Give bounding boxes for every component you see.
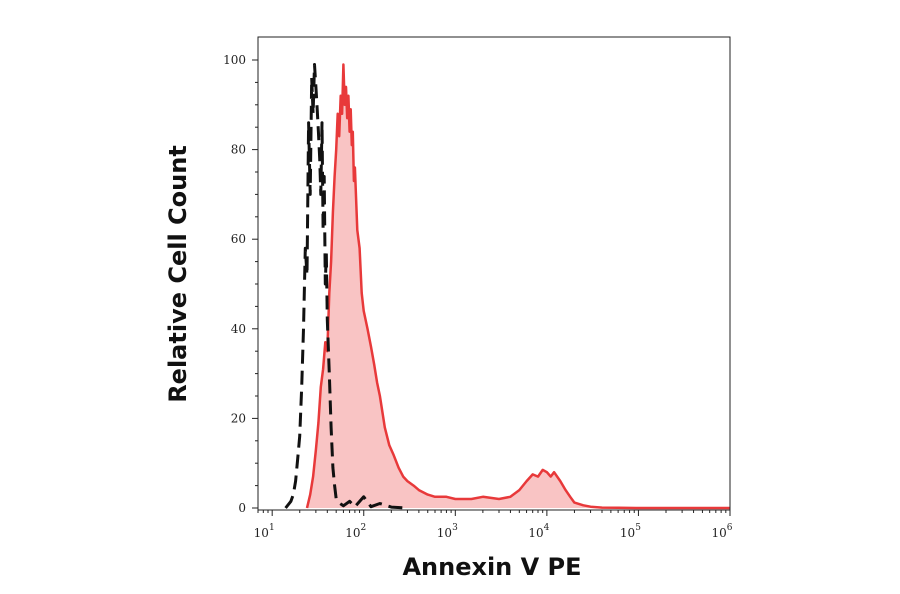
annexin-stained-fill (307, 64, 730, 508)
x-tick-label: 101 (254, 523, 275, 540)
x-tick-exponent: 3 (452, 523, 458, 533)
x-tick-exponent: 6 (727, 523, 733, 533)
x-tick-base: 10 (345, 526, 360, 540)
y-tick-label: 0 (238, 501, 246, 515)
x-axis-ticks: 101 102 103 104 105 106 (254, 510, 733, 540)
x-tick-exponent: 4 (544, 523, 550, 533)
plot-frame (257, 36, 731, 511)
y-tick-label: 20 (231, 411, 246, 425)
x-tick-label: 106 (711, 523, 732, 540)
x-tick-base: 10 (711, 526, 726, 540)
unstained-control-line (284, 63, 408, 510)
y-tick-label: 80 (231, 143, 246, 157)
x-tick-base: 10 (254, 526, 269, 540)
x-tick-exponent: 5 (635, 523, 641, 533)
x-tick-base: 10 (437, 526, 452, 540)
x-axis-title: Annexin V PE (402, 553, 581, 581)
y-axis-ticks: 0 20 40 60 80 100 (223, 53, 258, 515)
x-tick-exponent: 2 (361, 523, 367, 533)
annexin-stained-line (305, 63, 730, 510)
x-tick-label: 104 (528, 523, 549, 540)
x-tick-label: 103 (437, 523, 458, 540)
x-tick-label: 105 (620, 523, 641, 540)
plot-area (284, 63, 730, 510)
y-axis-title: Relative Cell Count (164, 145, 192, 403)
y-tick-label: 100 (223, 53, 246, 67)
x-tick-exponent: 1 (269, 523, 275, 533)
x-tick-label: 102 (345, 523, 366, 540)
x-tick-base: 10 (528, 526, 543, 540)
y-tick-label: 60 (231, 232, 246, 246)
y-tick-label: 40 (231, 322, 246, 336)
x-tick-base: 10 (620, 526, 635, 540)
